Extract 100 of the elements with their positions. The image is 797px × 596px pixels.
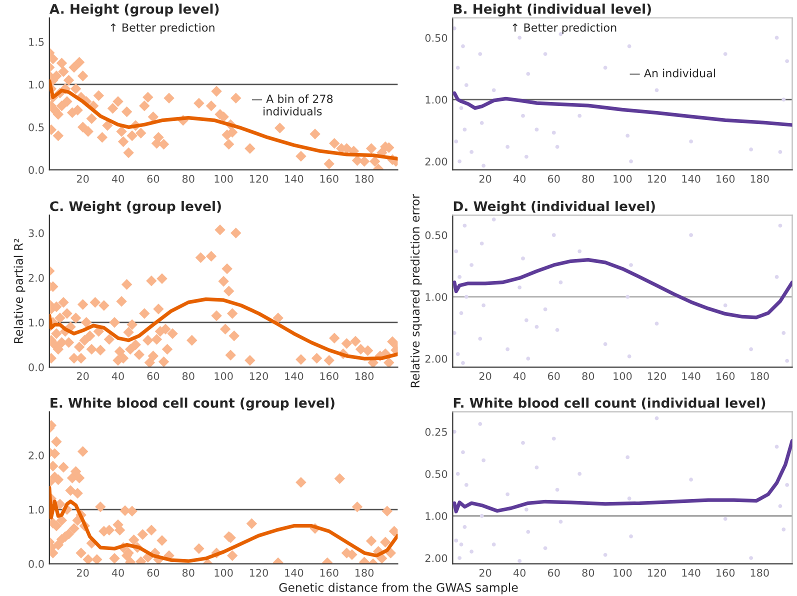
x-tick-label: 160	[320, 372, 338, 380]
point	[461, 450, 465, 454]
point	[482, 164, 486, 168]
y-tick-label: 0.5	[28, 123, 44, 132]
point	[552, 233, 556, 238]
x-tick-label: 60	[147, 372, 160, 380]
point	[521, 440, 525, 445]
point	[543, 52, 548, 56]
point	[627, 44, 632, 48]
point	[461, 44, 465, 48]
y-tick-label: 0.50	[425, 231, 448, 240]
annotation: ↑ Better prediction	[110, 23, 214, 34]
point	[454, 538, 458, 543]
x-tick-label: 20	[76, 568, 89, 577]
point	[626, 134, 630, 138]
point	[492, 218, 496, 222]
point	[478, 422, 482, 426]
y-tick-label: 0.50	[425, 470, 448, 478]
y-tick-label: 2.00	[425, 554, 448, 562]
point	[454, 140, 458, 144]
x-tick-label: 140	[285, 372, 304, 380]
point	[461, 361, 465, 365]
y-tick-label: 0.50	[425, 34, 448, 42]
point	[506, 144, 510, 149]
point	[492, 88, 496, 92]
point	[526, 72, 530, 76]
point	[778, 150, 782, 154]
point	[778, 224, 782, 228]
x-tick-label: 20	[479, 372, 492, 380]
x-tick-label: 120	[250, 174, 268, 183]
chart-title: B. Height (individual level)	[454, 4, 651, 17]
x-tick-label: 40	[513, 372, 526, 380]
point	[456, 352, 460, 356]
point	[723, 303, 728, 308]
x-tick-label: 100	[614, 568, 632, 577]
point	[480, 514, 484, 518]
point	[480, 242, 484, 246]
x-tick-label: 120	[648, 568, 666, 577]
point	[524, 508, 528, 512]
point	[626, 455, 630, 460]
point	[626, 294, 630, 299]
point	[534, 324, 539, 329]
point	[774, 274, 779, 279]
point	[470, 150, 474, 154]
y-tick-label: 2.00	[425, 354, 448, 363]
chart-title: E. White blood cell count (group level)	[50, 398, 334, 411]
x-tick-label: 160	[716, 174, 735, 183]
line-series	[452, 438, 792, 514]
x-tick-label: 100	[614, 372, 632, 380]
point	[552, 436, 556, 441]
x-tick-label: 140	[285, 174, 304, 183]
x-tick-label: 180	[750, 568, 769, 577]
point	[689, 233, 694, 238]
y-tick-label: 1.00	[426, 293, 448, 301]
point	[723, 52, 728, 56]
point	[482, 458, 486, 462]
y-tick-label: 1.0	[29, 506, 44, 514]
y-tick-label: 0.25	[425, 428, 447, 436]
point	[464, 482, 468, 487]
point	[603, 66, 608, 70]
x-tick-label: 100	[214, 568, 233, 577]
point	[470, 550, 474, 554]
point	[492, 542, 496, 546]
point	[782, 98, 786, 102]
point	[506, 492, 510, 496]
point	[558, 280, 563, 284]
x-tick-label: 80	[182, 174, 194, 183]
point	[578, 472, 582, 476]
point	[654, 322, 659, 326]
point	[534, 466, 539, 470]
point	[785, 482, 790, 487]
line-series	[452, 91, 792, 127]
point	[774, 444, 779, 449]
y-tick-label: 1.00	[426, 96, 448, 104]
y-tick-label: 0.0	[28, 363, 44, 372]
point	[555, 328, 560, 332]
point	[778, 504, 782, 508]
x-tick-label: 20	[479, 174, 492, 183]
point	[749, 147, 754, 152]
x-tick-label: 80	[582, 568, 594, 577]
point	[629, 159, 633, 164]
point	[654, 416, 659, 420]
point	[534, 128, 539, 132]
x-tick-label: 160	[320, 174, 338, 183]
chart-title: F. White blood cell count (individual level)	[454, 398, 766, 410]
point	[506, 347, 510, 352]
x-tick-label: 120	[250, 372, 268, 380]
point	[459, 542, 464, 546]
x-tick-label: 40	[112, 372, 124, 380]
point	[456, 472, 460, 476]
point	[458, 159, 462, 164]
point	[552, 130, 556, 135]
point	[782, 528, 786, 532]
point	[785, 59, 790, 64]
point	[458, 274, 462, 279]
chart-title: C. Weight (group level)	[50, 200, 221, 214]
x-tick-label: 40	[513, 174, 526, 183]
x-tick-label: 60	[548, 372, 560, 380]
point	[629, 263, 633, 268]
point	[543, 307, 548, 312]
